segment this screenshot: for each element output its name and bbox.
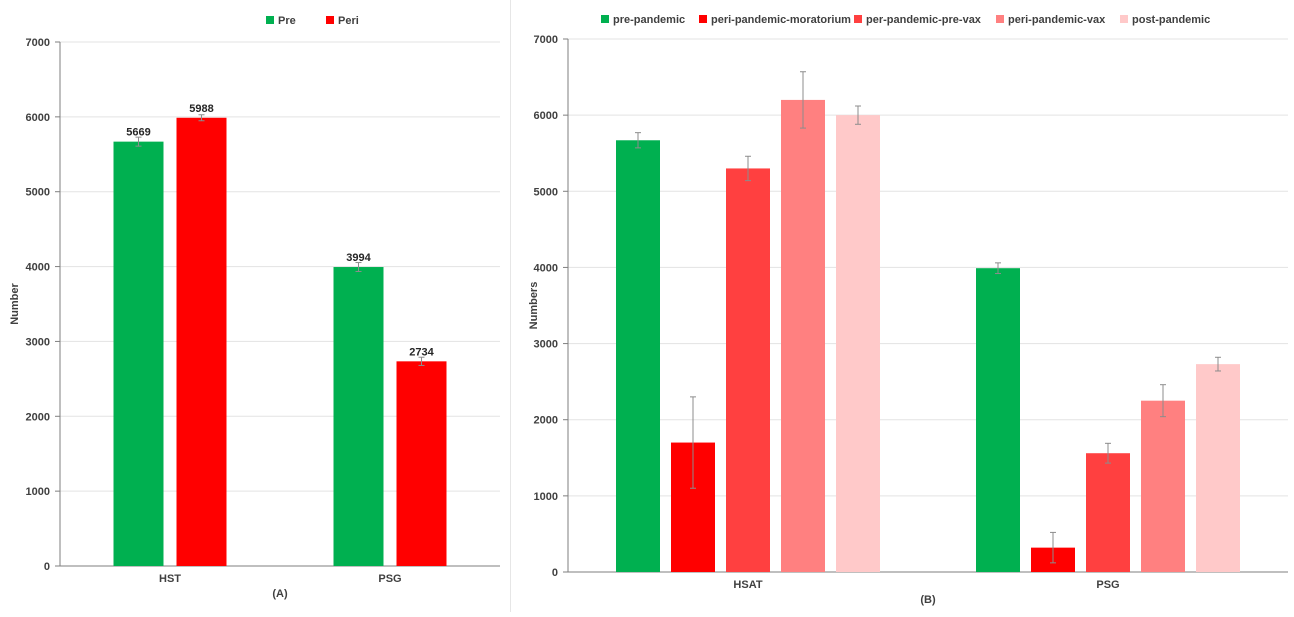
bar-post-pandemic (836, 115, 880, 573)
y-tick-label: 1000 (26, 486, 50, 498)
bar-Peri (176, 117, 227, 566)
x-tick-label: HST (159, 573, 181, 585)
data-label: 3994 (346, 252, 371, 264)
bar-Pre (333, 267, 384, 566)
y-tick-label: 5000 (26, 187, 50, 199)
legend-label: pre-pandemic (613, 14, 685, 26)
y-tick-label: 5000 (534, 186, 558, 198)
y-tick-label: 6000 (26, 112, 50, 124)
legend-label: Peri (338, 15, 359, 27)
chart-b-svg: 0 1000 2000 3000 4000 5000 6000 7000 Numbers HSAT… (528, 14, 1288, 606)
y-tick-label: 4000 (534, 262, 558, 274)
chart-a-svg: 0 1000 2000 3000 4000 5000 6000 7000 Number 5669 5… (9, 15, 500, 600)
legend-label: Pre (278, 15, 296, 27)
legend-label: post-pandemic (1132, 14, 1210, 26)
chart-panel-a: 0 1000 2000 3000 4000 5000 6000 7000 Number 5669 5… (0, 0, 510, 612)
legend-swatch (854, 15, 862, 23)
bar-Pre (113, 141, 164, 566)
y-tick-label: 3000 (534, 339, 558, 351)
bar-per-pandemic-pre-vax (1086, 453, 1130, 572)
figure-caption: (A) (272, 588, 288, 600)
x-tick-label: PSG (378, 573, 401, 585)
chart-panel-b: 0 1000 2000 3000 4000 5000 6000 7000 Numbers HSAT… (510, 0, 1294, 612)
legend-swatch (996, 15, 1004, 23)
bar-Peri (396, 361, 447, 566)
data-label: 2734 (409, 346, 434, 358)
x-tick-label: HSAT (733, 579, 762, 591)
y-tick-label: 2000 (26, 411, 50, 423)
x-tick-label: PSG (1096, 579, 1119, 591)
bar-pre-pandemic (616, 140, 660, 572)
legend-swatch (1120, 15, 1128, 23)
y-axis-title: Number (9, 283, 21, 325)
legend-label: per-pandemic-pre-vax (866, 14, 982, 26)
y-tick-label: 3000 (26, 336, 50, 348)
figure-caption: (B) (920, 594, 936, 606)
legend-label: peri-pandemic-moratorium (711, 14, 851, 26)
bar-per-pandemic-pre-vax (726, 168, 770, 572)
y-axis-title: Numbers (528, 282, 540, 330)
y-tick-label: 7000 (534, 34, 558, 46)
bar-post-pandemic (1196, 364, 1240, 572)
legend-swatch (326, 16, 334, 24)
y-tick-label: 7000 (26, 37, 50, 49)
bar-pre-pandemic (976, 268, 1020, 572)
legend-swatch (266, 16, 274, 24)
bar-peri-pandemic-vax (781, 99, 825, 573)
legend-label: peri-pandemic-vax (1008, 14, 1106, 26)
y-tick-label: 4000 (26, 262, 50, 274)
y-tick-label: 0 (44, 561, 50, 573)
y-tick-label: 6000 (534, 110, 558, 122)
data-label: 5669 (126, 127, 150, 139)
y-tick-label: 2000 (534, 415, 558, 427)
y-tick-label: 0 (552, 567, 558, 579)
y-tick-label: 1000 (534, 491, 558, 503)
legend-swatch (601, 15, 609, 23)
bar-peri-pandemic-vax (1141, 400, 1185, 572)
data-label: 5988 (189, 103, 213, 115)
legend-swatch (699, 15, 707, 23)
